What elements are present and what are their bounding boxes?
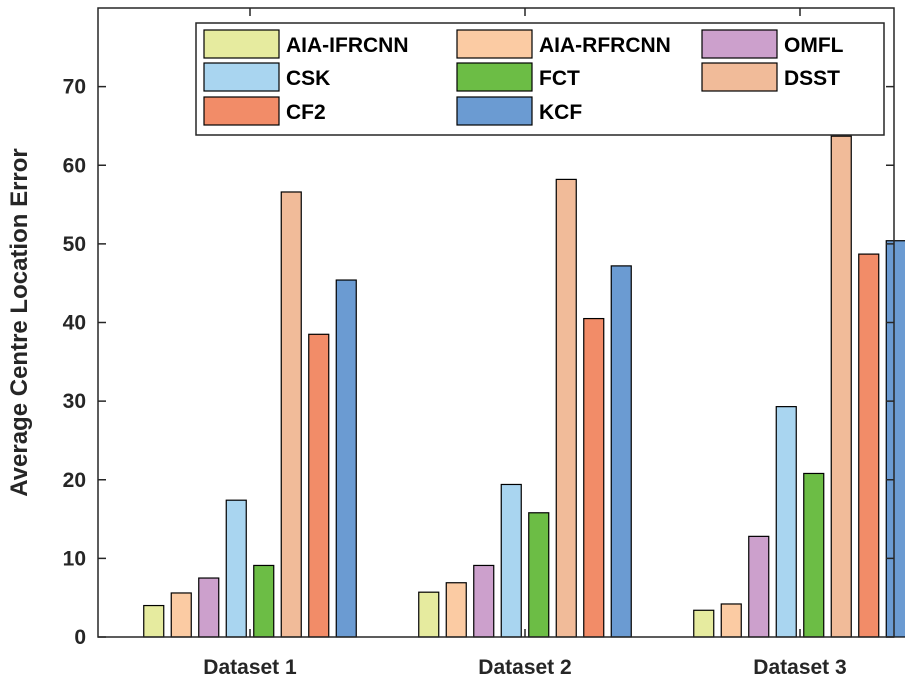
bar-dsst-dataset-1 <box>280 191 302 638</box>
bar-aia-rfrcnn-dataset-1 <box>170 592 192 638</box>
bar-omfl-dataset-2 <box>473 564 495 638</box>
legend-label-dsst: DSST <box>784 67 840 90</box>
bar-aia-rfrcnn-dataset-3 <box>720 603 742 638</box>
bar-kcf-dataset-3 <box>885 240 905 638</box>
y-axis-title: Average Centre Location Error <box>6 148 33 497</box>
y-tick-label: 40 <box>63 312 86 335</box>
bar-kcf-dataset-1 <box>335 279 357 638</box>
y-tick-label: 0 <box>74 626 86 649</box>
y-tick-label: 50 <box>63 233 86 256</box>
bar-aia-ifrcnn-dataset-2 <box>418 591 440 638</box>
bar-aia-rfrcnn-dataset-2 <box>445 582 467 638</box>
legend-label-aia-rfrcnn: AIA-RFRCNN <box>539 34 671 57</box>
bar-omfl-dataset-1 <box>198 577 220 638</box>
legend-swatch-fct <box>456 62 533 92</box>
y-tick-label: 30 <box>63 390 86 413</box>
y-tick-label: 20 <box>63 469 86 492</box>
legend-label-csk: CSK <box>286 67 330 90</box>
x-category-label: Dataset 2 <box>478 656 571 679</box>
bar-cf2-dataset-2 <box>583 317 605 638</box>
legend-label-aia-ifrcnn: AIA-IFRCNN <box>286 34 408 57</box>
legend: AIA-IFRCNN AIA-RFRCNN OMFL CSK FCT DSST CF2 KCF <box>195 22 885 136</box>
bar-aia-ifrcnn-dataset-1 <box>143 604 165 638</box>
legend-swatch-csk <box>203 62 280 92</box>
bar-csk-dataset-3 <box>775 406 797 638</box>
y-tick-label: 70 <box>63 76 86 99</box>
bar-omfl-dataset-3 <box>748 535 770 638</box>
legend-swatch-aia-ifrcnn <box>203 29 280 59</box>
bars-layer <box>143 135 905 638</box>
y-tick-label: 10 <box>63 547 86 570</box>
x-category-label: Dataset 1 <box>203 656 297 679</box>
bar-aia-ifrcnn-dataset-3 <box>693 609 715 638</box>
bar-csk-dataset-1 <box>225 499 247 638</box>
legend-label-kcf: KCF <box>539 101 582 124</box>
legend-label-fct: FCT <box>539 67 580 90</box>
y-axis-ticks: 0 10 20 30 40 50 60 70 <box>63 76 894 649</box>
legend-label-cf2: CF2 <box>286 101 326 124</box>
bar-csk-dataset-2 <box>500 483 522 638</box>
legend-swatch-aia-rfrcnn <box>456 29 533 59</box>
bar-fct-dataset-3 <box>803 472 825 638</box>
y-tick-label: 60 <box>63 154 86 177</box>
legend-swatch-cf2 <box>203 96 280 126</box>
bar-cf2-dataset-1 <box>308 333 330 638</box>
bar-fct-dataset-2 <box>528 512 550 638</box>
x-axis-labels: Dataset 1 Dataset 2 Dataset 3 <box>203 8 847 679</box>
bar-dsst-dataset-2 <box>555 178 577 638</box>
legend-label-omfl: OMFL <box>784 34 844 57</box>
legend-swatch-dsst <box>701 62 778 92</box>
bar-cf2-dataset-3 <box>858 253 880 638</box>
bar-kcf-dataset-2 <box>610 265 632 638</box>
bar-fct-dataset-1 <box>253 564 275 638</box>
legend-swatch-omfl <box>701 29 778 59</box>
legend-swatch-kcf <box>456 96 533 126</box>
x-category-label: Dataset 3 <box>753 656 846 679</box>
bar-dsst-dataset-3 <box>830 135 852 638</box>
